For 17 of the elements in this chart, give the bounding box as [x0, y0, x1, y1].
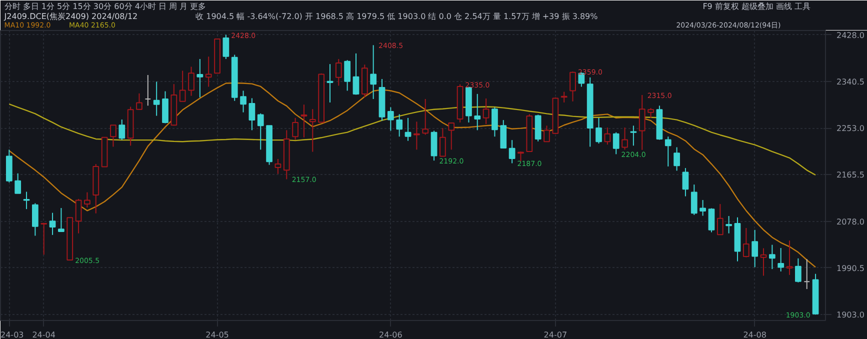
y-tick-label: 1990.5: [836, 264, 864, 273]
y-tick-label: 1903.0: [836, 310, 864, 320]
x-tick-label: 24-08: [743, 330, 766, 339]
y-tick-label: 2428.0: [836, 30, 864, 40]
x-tick-label: 24-04: [32, 330, 56, 339]
x-tick-label: 24-05: [206, 330, 229, 339]
y-tick-label: 2165.5: [836, 170, 864, 180]
x-tick-label: 24-03: [0, 330, 24, 339]
chart-subtitle: 收 1904.5 幅 -3.64%(-72.0) 开 1968.5 高 1979.5 低 1903.0 结 0.0 仓 2.54万 量 1.57万 增 +39 振 3.89%: [196, 12, 598, 21]
x-tick-label: 24-07: [544, 330, 568, 339]
y-tick-label: 2340.5: [836, 77, 864, 86]
text: 分时 多日 1分 5分 15分 30分 60分 4小时 日 周 月 更多: [4, 2, 206, 11]
text: F9 前复权 超级叠加 画线 工具: [702, 2, 811, 11]
y-tick-label: 2253.0: [836, 124, 864, 134]
chart-title: J2409.DCE(焦炭2409) 2024/08/12: [3, 12, 138, 21]
y-tick-label: 2078.0: [836, 217, 864, 226]
x-tick-label: 24-06: [379, 330, 402, 339]
